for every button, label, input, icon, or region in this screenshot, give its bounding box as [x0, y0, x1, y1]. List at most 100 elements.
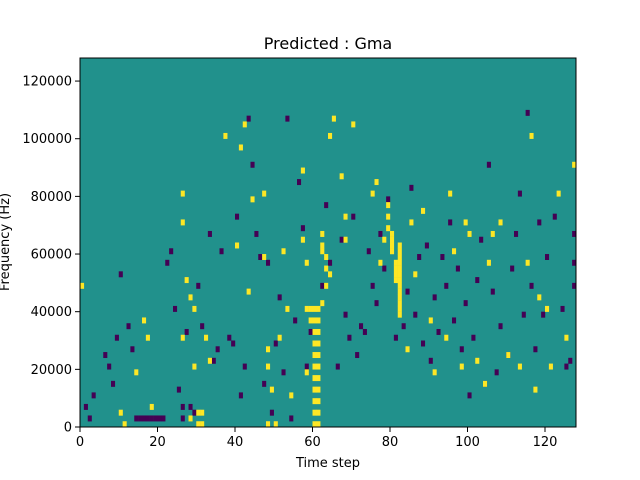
heatmap-cell-low: [273, 340, 278, 347]
heatmap-cell-high: [320, 242, 325, 249]
heatmap-cell-low: [227, 334, 232, 341]
heatmap-cell-low: [514, 230, 519, 237]
heatmap-cell-high: [448, 190, 453, 197]
heatmap-cell-high: [134, 369, 139, 376]
heatmap-cell-high: [483, 380, 488, 387]
heatmap-cell-low: [347, 334, 352, 341]
heatmap-cell-low: [173, 305, 178, 312]
heatmap-cell-low: [533, 346, 538, 353]
heatmap-cell-high: [223, 132, 228, 139]
heatmap-cell-low: [180, 403, 185, 410]
y-axis-label: Frequency (Hz): [0, 193, 13, 291]
heatmap-cell-low: [161, 415, 166, 422]
heatmap-cell-high: [277, 334, 282, 341]
heatmap-cell-high: [180, 334, 185, 341]
heatmap-cell-low: [266, 259, 271, 266]
heatmap-cell-low: [428, 357, 433, 364]
heatmap-cell-high: [343, 236, 348, 243]
x-tick-label: 80: [382, 435, 399, 450]
heatmap-cell-high: [266, 346, 271, 353]
heatmap-cell-low: [87, 415, 92, 422]
heatmap-cell-low: [386, 196, 391, 203]
heatmap-cell-low: [382, 265, 387, 272]
heatmap-cell-high: [316, 421, 321, 428]
heatmap-cell-low: [370, 282, 375, 289]
heatmap-cell-high: [312, 305, 317, 312]
heatmap-cell-high: [207, 357, 212, 364]
heatmap-cell-high: [312, 421, 317, 428]
heatmap-cell-high: [428, 317, 433, 324]
heatmap-cell-low: [436, 328, 441, 335]
heatmap-cell-low: [560, 305, 565, 312]
y-tick-label: 120000: [22, 75, 72, 90]
heatmap-cell-high: [304, 369, 309, 376]
heatmap-cell-low: [452, 317, 457, 324]
heatmap-cell-high: [80, 282, 85, 289]
heatmap-cell-low: [324, 202, 329, 209]
heatmap-cell-high: [312, 340, 317, 347]
heatmap-cell-high: [490, 230, 495, 237]
x-tick-label: 60: [304, 435, 321, 450]
heatmap-cell-high: [312, 409, 317, 416]
heatmap-cell-high: [498, 219, 503, 226]
heatmap-cell-high: [397, 254, 402, 260]
heatmap-cell-low: [572, 230, 577, 237]
heatmap-cell-low: [184, 328, 189, 335]
heatmap-cell-high: [316, 409, 321, 416]
heatmap-cell-high: [266, 421, 271, 428]
x-tick-label: 100: [455, 435, 480, 450]
heatmap-cell-high: [397, 311, 402, 318]
heatmap-cell-high: [397, 271, 402, 278]
heatmap-cell-high: [149, 403, 154, 410]
heatmap-cell-high: [324, 282, 329, 289]
heatmap-cell-high: [405, 346, 410, 353]
heatmap-cell-low: [355, 352, 360, 359]
heatmap-cell-low: [180, 415, 185, 422]
heatmap-cell-low: [510, 265, 515, 272]
heatmap-cell-high: [393, 277, 398, 284]
heatmap-cell-high: [432, 369, 437, 376]
heatmap-cell-low: [467, 392, 472, 399]
heatmap-cell-low: [134, 415, 139, 422]
heatmap-cell-high: [192, 305, 197, 312]
heatmap-cell-high: [390, 236, 395, 243]
heatmap-cell-low: [463, 300, 468, 307]
heatmap-cell-low: [149, 415, 154, 422]
heatmap-cell-high: [564, 334, 569, 341]
heatmap-cell-high: [316, 340, 321, 347]
heatmap-cell-high: [316, 328, 321, 335]
heatmap-cell-high: [397, 300, 402, 307]
heatmap-cell-low: [211, 357, 216, 364]
heatmap-cell-high: [312, 352, 317, 359]
heatmap-cell-low: [118, 271, 123, 278]
heatmap-cell-low: [448, 219, 453, 226]
heatmap-cell-low: [300, 225, 305, 232]
x-tick-label: 120: [533, 435, 558, 450]
heatmap-cell-low: [432, 294, 437, 301]
heatmap-cell-high: [192, 363, 197, 370]
y-tick-label: 0: [64, 421, 72, 436]
heatmap-cell-high: [316, 305, 321, 312]
heatmap-cell-high: [269, 386, 274, 393]
heatmap-cell-low: [165, 259, 170, 266]
heatmap-cells: [80, 109, 577, 428]
heatmap-cell-low: [192, 409, 197, 416]
heatmap-cell-low: [169, 248, 174, 255]
heatmap-cell-low: [529, 282, 534, 289]
heatmap-cell-low: [138, 415, 143, 422]
heatmap-cell-high: [308, 317, 313, 324]
heatmap-cell-low: [142, 415, 147, 422]
plot-area: [79, 57, 577, 428]
heatmap-cell-high: [320, 300, 325, 307]
heatmap-cell-high: [467, 230, 472, 237]
heatmap-cell-high: [397, 248, 402, 255]
heatmap-cell-low: [91, 392, 96, 399]
heatmap-cell-low: [479, 236, 484, 243]
heatmap-cell-low: [297, 179, 302, 186]
heatmap-cell-high: [266, 363, 271, 370]
heatmap-cell-high: [188, 415, 193, 422]
heatmap-cell-high: [386, 202, 391, 209]
heatmap-cell-high: [200, 409, 205, 416]
heatmap-cell-low: [293, 317, 298, 324]
